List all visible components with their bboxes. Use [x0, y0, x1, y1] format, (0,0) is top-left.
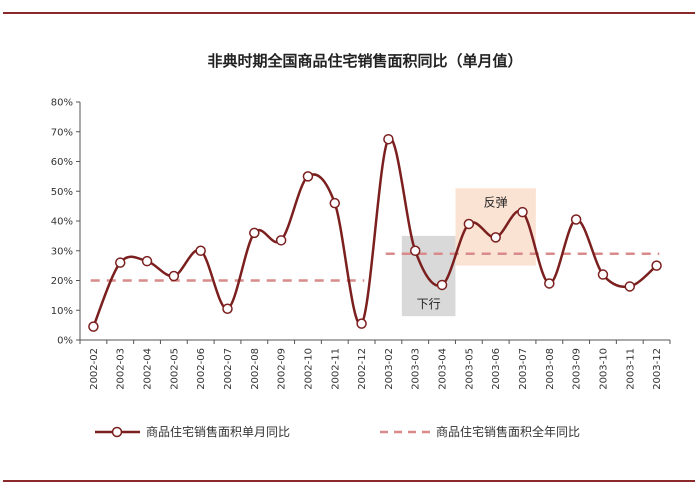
y-tick-label: 60% — [51, 157, 73, 168]
x-tick-label: 2003-08 — [545, 348, 556, 390]
x-tick-label: 2002-09 — [277, 348, 288, 390]
data-point — [544, 278, 555, 289]
data-point — [329, 197, 341, 209]
x-tick-label: 2002-08 — [250, 348, 261, 390]
data-point — [141, 255, 153, 267]
data-point — [88, 321, 99, 332]
data-point — [624, 281, 636, 292]
x-tick-label: 2003-12 — [652, 348, 663, 390]
y-tick-label: 30% — [51, 246, 73, 257]
x-tick-label: 2003-11 — [625, 348, 636, 390]
annotation-label: 下行 — [417, 297, 441, 311]
x-tick-label: 2002-04 — [143, 348, 154, 390]
x-tick-label: 2003-02 — [384, 348, 395, 390]
x-tick-label: 2003-09 — [572, 348, 583, 390]
y-tick-label: 0% — [57, 336, 73, 347]
chart-frame — [3, 12, 695, 482]
annotation-label: 反弹 — [484, 195, 508, 209]
data-point — [222, 303, 233, 315]
data-point — [356, 318, 367, 329]
data-point — [275, 235, 287, 246]
data-point — [436, 279, 448, 291]
legend-label-monthly: 商品住宅销售面积单月同比 — [146, 424, 290, 439]
legend-label-annual: 商品住宅销售面积全年同比 — [436, 424, 580, 439]
x-tick-label: 2003-05 — [464, 348, 475, 390]
x-tick-label: 2003-03 — [411, 348, 422, 390]
x-tick-label: 2002-03 — [116, 348, 127, 390]
x-tick-label: 2002-06 — [196, 348, 207, 390]
y-tick-label: 50% — [51, 187, 73, 198]
y-tick-label: 10% — [51, 306, 73, 317]
data-point — [570, 214, 582, 225]
x-tick-label: 2003-07 — [518, 348, 529, 390]
annotations-layer: 下行 反弹 — [401, 188, 536, 317]
x-tick-label: 2002-05 — [169, 348, 180, 390]
legend-marker — [111, 426, 123, 438]
data-point — [114, 257, 126, 268]
annual-yoy-layer — [90, 252, 660, 282]
x-tick-label: 2002-07 — [223, 348, 234, 390]
y-tick-label: 80% — [51, 98, 73, 109]
x-tick-label: 2003-04 — [438, 348, 449, 390]
monthly-yoy-line — [92, 137, 658, 328]
chart-title: 非典时期全国商品住宅销售面积同比（单月值） — [207, 52, 522, 70]
data-point — [517, 206, 528, 218]
y-tick-label: 40% — [51, 217, 73, 228]
data-point — [463, 218, 475, 230]
data-point — [490, 232, 501, 243]
monthly-yoy-layer — [88, 133, 662, 332]
data-point — [383, 133, 394, 145]
data-point — [651, 260, 662, 271]
y-tick-label: 70% — [51, 127, 73, 138]
x-tick-label: 2003-10 — [598, 348, 609, 390]
data-point — [168, 270, 180, 282]
x-tick-label: 2002-10 — [303, 348, 314, 390]
axes-layer: 0% 10% 20% 30% 40% 50% 60% 70% 80% 2002-02 2002-03… — [51, 98, 671, 390]
y-tick-label: 20% — [51, 276, 73, 287]
data-point — [195, 245, 206, 256]
data-point — [302, 171, 314, 182]
x-tick-label: 2002-11 — [330, 348, 341, 390]
x-tick-label: 2002-02 — [89, 348, 100, 390]
data-point — [597, 269, 609, 280]
x-tick-label: 2002-12 — [357, 348, 368, 390]
legend: 商品住宅销售面积单月同比 商品住宅销售面积全年同比 — [95, 424, 580, 439]
data-point — [409, 245, 421, 256]
data-point — [249, 227, 260, 239]
x-tick-label: 2003-06 — [491, 348, 502, 390]
